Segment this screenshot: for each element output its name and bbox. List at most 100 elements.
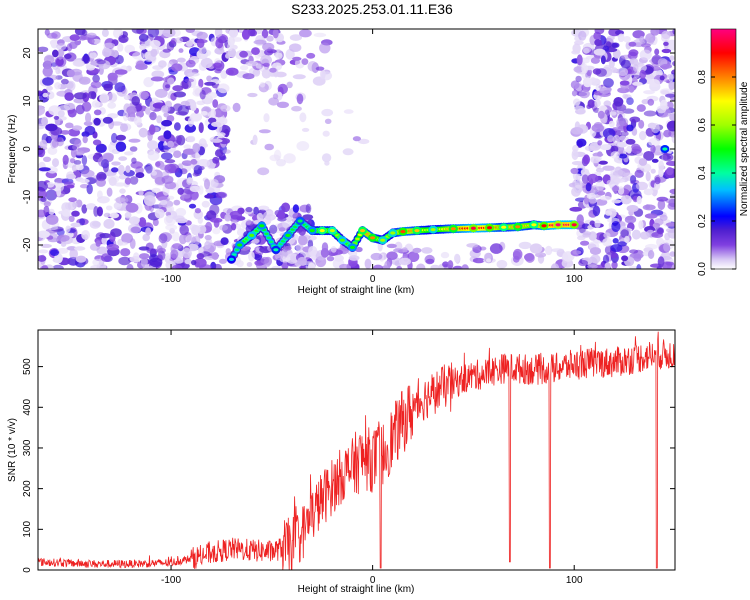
spectrogram-noise-cell (54, 82, 61, 90)
spectrogram-noise-cell (125, 202, 139, 213)
spectrogram-noise-cell (107, 72, 118, 81)
spectrogram-noise-cell (149, 39, 161, 48)
spectrogram-noise-cell (45, 123, 58, 132)
spectrogram-noise-cell (268, 97, 279, 106)
spectrogram-noise-cell (631, 146, 642, 154)
spectrogram-noise-cell (214, 149, 224, 158)
spectrogram-noise-cell (191, 259, 197, 266)
colorbar-tick-label: 0.6 (697, 118, 708, 132)
spectrogram-noise-cell (621, 255, 629, 262)
spectrogram-noise-cell (647, 98, 655, 106)
spectrogram-noise-cell (603, 78, 614, 88)
spectrogram-noise-cell (118, 34, 129, 44)
spectrogram-noise-cell (245, 220, 254, 226)
spectrogram-noise-cell (595, 180, 605, 191)
ridge-point-core (531, 223, 537, 227)
spectrogram-noise-cell (204, 241, 211, 250)
spectrogram-noise-cell (111, 167, 119, 173)
spectrogram-noise-cell (163, 130, 172, 140)
spectrogram-noise-cell (121, 233, 133, 244)
spectrogram-noise-cell (599, 87, 611, 94)
spectrogram-noise-cell (118, 156, 128, 161)
spectrogram-noise-cell (289, 43, 302, 52)
spectrogram-noise-cell (193, 235, 201, 246)
spectrogram-noise-cell (261, 29, 269, 39)
spectrogram-noise-cell (214, 47, 225, 55)
spectrogram-noise-cell (138, 33, 149, 42)
spectrogram-noise-cell (262, 42, 275, 52)
spectrogram-noise-cell (425, 258, 435, 264)
spectrogram-noise-cell (592, 205, 601, 217)
spectrogram-noise-cell (171, 264, 183, 269)
spectrogram-noise-cell (281, 260, 289, 269)
ridge-point-core (555, 223, 561, 227)
spectrogram-noise-cell (663, 41, 669, 47)
spectrogram-noise-cell (489, 243, 503, 254)
spectrogram-noise-cell (149, 124, 156, 135)
spectrogram-noise-cell (217, 83, 230, 94)
spectrogram-noise-cell (131, 96, 140, 106)
ridge-point-core (541, 224, 547, 228)
spectrogram-noise-cell (115, 141, 127, 152)
spectrogram-noise-cell (276, 159, 286, 167)
spectrogram-noise-cell (638, 119, 645, 129)
spectrogram-noise-cell (102, 47, 112, 58)
spectrogram-noise-cell (600, 144, 612, 151)
spectrogram-noise-cell (60, 130, 71, 135)
spectrogram-noise-cell (269, 67, 277, 73)
spectrogram-noise-cell (50, 249, 59, 256)
ridge-point-core (349, 245, 356, 249)
spectrogram-noise-cell (70, 147, 78, 158)
colorbar-tick-label: 0.2 (697, 214, 708, 228)
spectrogram-noise-cell (299, 29, 312, 38)
spectrogram-noise-cell (145, 107, 151, 115)
spectrogram-noise-cell (263, 113, 270, 123)
spectrogram-noise-cell (184, 78, 195, 83)
colorbar-tick-label: 0.8 (697, 70, 708, 84)
spectrogram-noise-cell (165, 252, 171, 261)
spectrogram-noise-cell (192, 143, 201, 153)
spectrogram-noise-cell (255, 63, 262, 69)
spectrogram-noise-cell (46, 85, 53, 91)
spectrogram-noise-cell (452, 265, 463, 269)
spectrogram-noise-cell (218, 35, 227, 44)
spectrogram-noise-cell (545, 245, 553, 256)
spectrogram-noise-cell (372, 264, 384, 269)
spectrogram-noise-cell (292, 204, 299, 213)
spectrogram-noise-cell (199, 89, 206, 100)
spectrogram-noise-cell (182, 247, 192, 259)
spectrogram-noise-cell (108, 143, 116, 153)
ridge-core (232, 253, 237, 256)
spectrogram-noise-cell (666, 39, 675, 51)
spectrogram-noise-cell (38, 123, 45, 130)
spectrogram-noise-cell (79, 184, 89, 189)
spectrogram-noise-cell (167, 140, 175, 148)
spectrogram-noise-cell (421, 247, 433, 254)
spectrogram-noise-cell (57, 116, 67, 121)
x-tick-label: 100 (566, 575, 583, 586)
spectrogram-noise-cell (114, 82, 126, 93)
spectrogram-noise-cell (79, 218, 85, 226)
spectrogram-noise-cell (186, 135, 196, 143)
y-tick-label: -20 (22, 237, 33, 252)
spectrogram-noise-cell (440, 251, 450, 259)
spectrogram-noise-cell (209, 204, 220, 216)
spectrogram-noise-cell (666, 120, 675, 132)
spectrogram-noise-cell (190, 189, 199, 201)
spectrogram-noise-cell (139, 43, 147, 51)
spectrogram-noise-cell (326, 256, 335, 262)
spectrogram-noise-cell (197, 216, 203, 224)
spectrogram-noise-cell (643, 151, 655, 161)
spectrogram-noise-cell (40, 196, 47, 203)
spectrogram-noise-cell (67, 108, 77, 118)
spectrogram-noise-cell (619, 80, 630, 86)
spectrogram-noise-cell (232, 102, 241, 113)
spectrogram-noise-cell (281, 202, 291, 213)
spectrogram-noise-cell (158, 60, 167, 68)
spectrogram-noise-cell (45, 182, 55, 188)
spectrogram-noise-cell (73, 92, 87, 100)
spectrogram-noise-cell (669, 55, 675, 61)
top-y-axis: -20 -10 0 10 20 (22, 47, 675, 252)
spectrogram-noise-cell (639, 231, 650, 240)
spectrogram-noise-cell (212, 227, 221, 235)
